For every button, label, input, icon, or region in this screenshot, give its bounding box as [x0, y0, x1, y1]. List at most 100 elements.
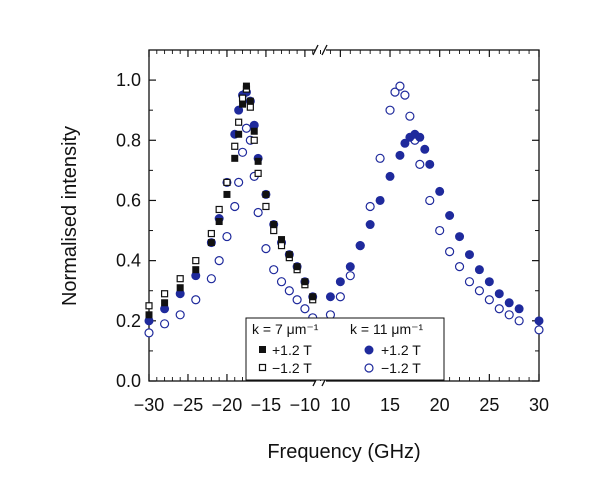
- data-point-circle-open: [261, 244, 271, 254]
- data-point-square-filled: [293, 263, 301, 271]
- data-point-circle-open: [435, 225, 445, 236]
- tick-labels: 0.0 0.2 0.4 0.6 0.8 1.0 −30 −25 −20 −15 −10 10 15 20 2…: [116, 70, 549, 415]
- data-point-circle-open: [230, 201, 240, 212]
- data-point-square-filled: [301, 278, 309, 286]
- x-axis-title: Frequency (GHz): [267, 441, 420, 463]
- data-point-circle-filled: [514, 304, 524, 314]
- data-point-circle-filled: [484, 277, 494, 287]
- data-point-square-filled: [176, 284, 184, 292]
- data-point-square-open: [192, 257, 200, 265]
- data-point-square-filled: [231, 154, 239, 162]
- data-point-circle-open: [159, 319, 170, 329]
- data-point-circle-filled: [420, 144, 430, 154]
- data-point-circle-filled: [355, 241, 365, 251]
- data-point-square-open: [277, 241, 286, 250]
- x-tick-label: −25: [173, 395, 204, 415]
- data-point-square-filled: [207, 239, 215, 247]
- legend-label-k7-minus: −1.2 T: [272, 360, 312, 376]
- x-tick-label: −15: [251, 395, 282, 415]
- data-point-square-filled: [270, 221, 278, 229]
- data-point-square-filled: [145, 311, 153, 319]
- data-point-circle-filled: [234, 105, 244, 115]
- data-point-circle-open: [292, 295, 302, 305]
- data-point-circle-open: [144, 328, 154, 338]
- data-point-circle-filled: [455, 232, 465, 242]
- data-point-circle-open: [454, 262, 465, 272]
- data-point-circle-open: [514, 316, 524, 326]
- data-point-square-filled: [239, 100, 247, 108]
- data-point-square-filled: [262, 190, 270, 198]
- data-point-square-open: [246, 103, 254, 111]
- x-tick-label: 15: [380, 395, 400, 415]
- data-point-circle-open: [395, 81, 405, 91]
- data-point-circle-open: [335, 292, 345, 302]
- data-point-circle-filled: [375, 195, 385, 205]
- data-point-circle-filled: [445, 211, 455, 220]
- y-tick-label: 0.2: [116, 311, 141, 331]
- data-point-circle-open: [445, 247, 455, 257]
- data-point-circle-open: [390, 87, 400, 97]
- data-point-square-filled: [278, 236, 286, 244]
- legend-group-title-k11: k = 11 μm⁻¹: [350, 321, 423, 337]
- data-point-circle-filled: [345, 262, 355, 272]
- y-tick-label: 0.6: [116, 190, 141, 210]
- data-point-circle-open: [474, 286, 485, 296]
- data-point-circle-open: [234, 177, 244, 187]
- legend-marker-k11-plus: [364, 345, 374, 355]
- data-point-circle-open: [300, 304, 310, 314]
- data-point-circle-open: [405, 111, 415, 121]
- data-point-square-open: [270, 226, 278, 235]
- data-point-circle-filled: [365, 220, 375, 230]
- data-point-square-open: [262, 202, 270, 211]
- legend-group-title-k7: k = 7 μm⁻¹: [252, 321, 319, 337]
- data-point-square-filled: [223, 190, 231, 198]
- x-tick-label: −10: [290, 395, 321, 415]
- data-point-circle-filled: [415, 132, 425, 142]
- data-point-circle-filled: [435, 186, 445, 196]
- x-tick-label: −30: [134, 395, 165, 415]
- data-point-square-open: [238, 94, 247, 102]
- data-point-square-filled: [192, 266, 200, 274]
- data-point-circle-filled: [464, 250, 474, 260]
- data-points: [144, 81, 544, 338]
- data-point-square-open: [160, 290, 169, 298]
- data-point-circle-open: [276, 277, 287, 287]
- legend-label-k7-plus: +1.2 T: [272, 342, 312, 358]
- data-point-circle-filled: [400, 138, 410, 148]
- x-tick-label: 10: [330, 395, 350, 415]
- y-axis-title: Normalised intensity: [59, 126, 81, 306]
- legend-label-k11-minus: −1.2 T: [381, 360, 421, 376]
- data-point-circle-filled: [504, 298, 514, 308]
- data-point-square-filled: [250, 127, 258, 135]
- data-point-circle-open: [206, 274, 216, 284]
- data-point-circle-open: [504, 310, 514, 320]
- data-point-square-open: [215, 205, 223, 214]
- data-point-square-filled: [254, 157, 262, 165]
- data-point-square-open: [207, 229, 215, 238]
- legend-box: [245, 317, 445, 381]
- y-tick-label: 0.0: [116, 371, 141, 391]
- data-point-circle-filled: [395, 150, 405, 160]
- data-point-circle-open: [269, 265, 279, 275]
- data-point-square-filled: [161, 299, 169, 307]
- data-point-circle-filled: [494, 289, 504, 299]
- data-point-circle-open: [385, 105, 395, 115]
- data-point-circle-open: [191, 295, 201, 305]
- data-point-square-filled: [242, 82, 250, 90]
- data-point-circle-open: [284, 286, 294, 296]
- legend-label-k11-plus: +1.2 T: [381, 342, 421, 358]
- data-point-circle-filled: [385, 171, 395, 181]
- data-point-circle-filled: [325, 292, 335, 302]
- data-point-circle-open: [375, 153, 385, 163]
- data-point-square-open: [235, 118, 243, 126]
- data-point-circle-open: [175, 310, 185, 320]
- data-point-circle-open: [365, 201, 375, 212]
- legend: k = 7 μm⁻¹ k = 11 μm⁻¹ +1.2 T −1.2 T +1.…: [245, 317, 445, 381]
- legend-marker-k7-minus: [258, 363, 267, 372]
- x-tick-label: −20: [212, 395, 243, 415]
- data-point-circle-open: [494, 304, 504, 314]
- y-tick-label: 0.8: [116, 130, 141, 150]
- data-point-square-open: [250, 136, 258, 144]
- data-point-square-filled: [309, 293, 317, 301]
